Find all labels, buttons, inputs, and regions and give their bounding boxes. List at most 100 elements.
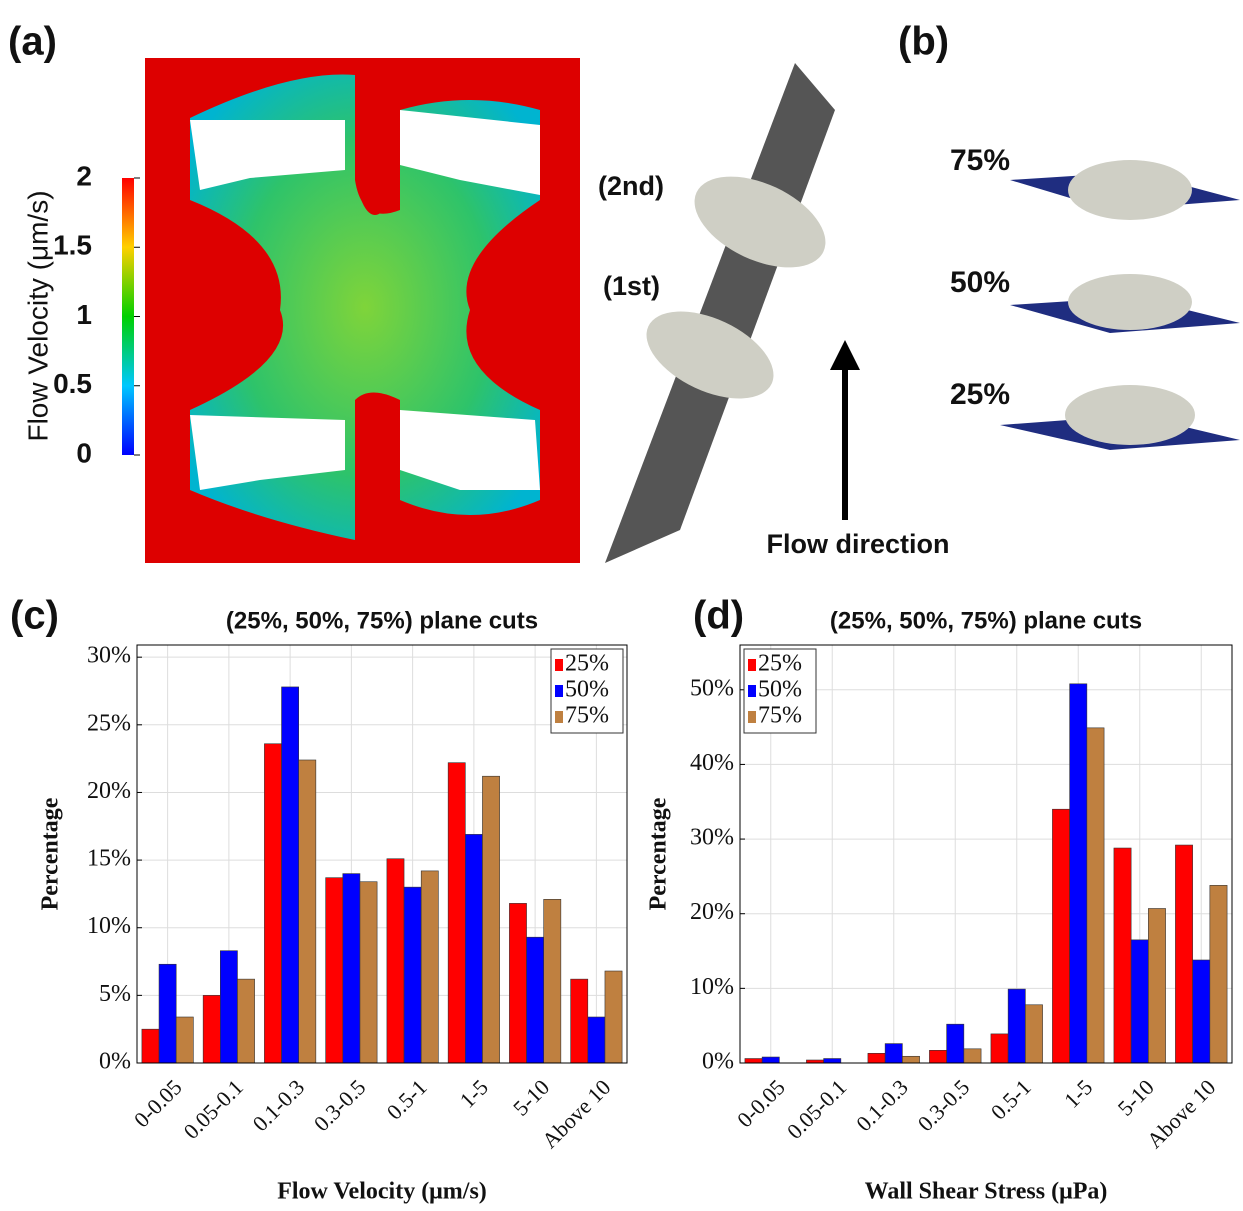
plane-3d: [605, 63, 860, 563]
bar: [1025, 1005, 1042, 1063]
bar: [745, 1059, 762, 1063]
x-tick-label: 0.5-1: [986, 1074, 1036, 1124]
legend-swatch: [555, 685, 563, 697]
plane-label: 25%: [950, 378, 1010, 411]
bar: [421, 871, 438, 1063]
bar: [482, 776, 499, 1063]
bar: [885, 1044, 902, 1063]
y-tick-label: 25%: [87, 710, 131, 736]
colorbar: [122, 178, 134, 455]
x-tick-label: 0.3-0.5: [309, 1074, 371, 1136]
x-tick-label: 0-0.05: [732, 1074, 790, 1132]
colorbar-tick-label: 0: [76, 437, 92, 468]
x-tick-label: 0.1-0.3: [851, 1074, 913, 1136]
bar: [343, 874, 360, 1063]
colorbar-tick-label: 1: [76, 299, 92, 330]
panel-label: (a): [8, 20, 57, 64]
bar: [964, 1049, 981, 1063]
y-tick-label: 5%: [99, 981, 131, 1007]
x-tick-label: Above 10: [537, 1074, 616, 1153]
y-tick-label: 10%: [690, 974, 734, 1000]
x-tick-label: 1-5: [1059, 1074, 1097, 1112]
x-tick-label: 0.5-1: [382, 1074, 432, 1124]
panel-label: (d): [693, 594, 744, 638]
y-tick-label: 20%: [690, 899, 734, 925]
y-tick-label: 0%: [702, 1049, 734, 1075]
bar: [762, 1057, 779, 1063]
bar: [264, 744, 281, 1063]
x-tick-label: 0.05-0.1: [782, 1074, 852, 1144]
bar: [1008, 989, 1025, 1063]
bar: [176, 1017, 193, 1063]
legend-label: 25%: [565, 651, 609, 677]
bar: [868, 1053, 885, 1063]
legend-label: 50%: [565, 677, 609, 703]
legend-label: 75%: [758, 703, 802, 729]
bar: [824, 1059, 841, 1063]
bar: [544, 899, 561, 1063]
bar: [237, 979, 254, 1063]
y-tick-label: 15%: [87, 846, 131, 872]
bar: [1210, 885, 1227, 1063]
y-tick-label: 50%: [690, 675, 734, 701]
bar: [588, 1017, 605, 1063]
bar: [299, 760, 316, 1063]
legend-label: 75%: [565, 703, 609, 729]
colorbar-tick-label: 1.5: [53, 230, 92, 261]
y-axis-label: Percentage: [646, 797, 672, 910]
bar: [509, 903, 526, 1063]
y-tick-label: 0%: [99, 1049, 131, 1075]
x-tick-label: 5-10: [1113, 1074, 1159, 1120]
bar: [527, 937, 544, 1063]
bar: [902, 1056, 919, 1063]
bar: [465, 834, 482, 1063]
plane-cuts: [1000, 160, 1240, 450]
annotation: Flow direction: [766, 529, 949, 559]
bar: [1193, 960, 1210, 1063]
bar: [1087, 728, 1104, 1063]
bar: [360, 882, 377, 1063]
annotation: (2nd): [598, 171, 664, 201]
x-tick-label: 0.1-0.3: [247, 1074, 309, 1136]
chart-title: (25%, 50%, 75%) plane cuts: [830, 607, 1142, 634]
y-tick-label: 30%: [690, 825, 734, 851]
bar: [1131, 940, 1148, 1063]
bar: [929, 1050, 946, 1063]
bar: [571, 979, 588, 1063]
bar: [142, 1029, 159, 1063]
bar: [1148, 908, 1165, 1063]
bar: [1175, 845, 1192, 1063]
bar: [203, 995, 220, 1063]
legend-label: 50%: [758, 677, 802, 703]
x-tick-label: 5-10: [508, 1074, 554, 1120]
x-tick-label: 0.3-0.5: [913, 1074, 975, 1136]
legend-swatch: [555, 711, 563, 723]
bar: [991, 1034, 1008, 1063]
plane-label: 50%: [950, 266, 1010, 299]
figure: (a) 0 0.5 1 1.5 2 Flow Velocity (μm/s) (2nd)…: [0, 0, 1243, 1211]
bar: [404, 887, 421, 1063]
bar: [326, 878, 343, 1063]
x-tick-label: 0-0.05: [129, 1074, 187, 1132]
y-tick-label: 10%: [87, 913, 131, 939]
x-axis-label: Flow Velocity (μm/s): [277, 1179, 487, 1205]
colorbar-tick-label: 0.5: [53, 368, 92, 399]
colorbar-label: Flow Velocity (μm/s): [22, 190, 53, 441]
bar: [448, 763, 465, 1063]
legend-swatch: [748, 659, 756, 671]
annotation: (1st): [603, 271, 660, 301]
bar: [1070, 684, 1087, 1063]
y-tick-label: 30%: [87, 643, 131, 669]
panel-label: (c): [10, 594, 59, 638]
plane-label: 75%: [950, 144, 1010, 177]
flow-field: [145, 58, 580, 563]
bar: [947, 1024, 964, 1063]
bar: [159, 964, 176, 1063]
y-tick-label: 40%: [690, 750, 734, 776]
colorbar-tick-label: 2: [76, 160, 92, 191]
x-tick-label: 0.05-0.1: [178, 1074, 248, 1144]
x-tick-label: 1-5: [455, 1074, 493, 1112]
y-axis-label: Percentage: [38, 797, 64, 910]
y-tick-label: 20%: [87, 778, 131, 804]
legend-label: 25%: [758, 651, 802, 677]
